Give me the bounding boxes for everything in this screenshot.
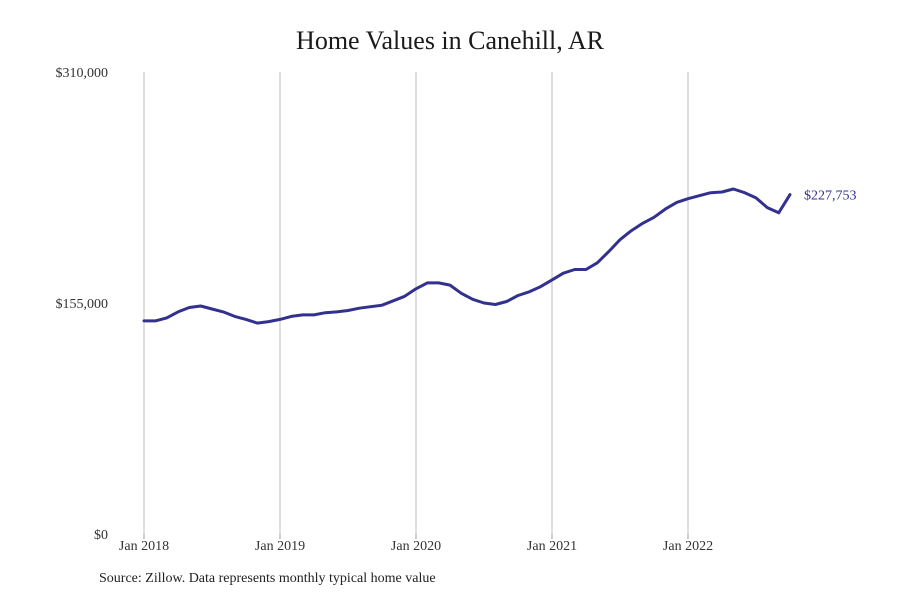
x-tick-label: Jan 2019 [255, 539, 305, 554]
chart-title: Home Values in Canehill, AR [296, 26, 604, 55]
x-tick-label: Jan 2022 [663, 539, 713, 554]
data-labels: $227,753 [804, 189, 857, 204]
series-home-value [142, 187, 792, 325]
x-tick-label: Jan 2018 [119, 539, 169, 554]
y-tick-label: $0 [94, 528, 108, 543]
x-tick-label: Jan 2021 [527, 539, 577, 554]
end-value-label: $227,753 [804, 189, 857, 204]
y-tick-label: $155,000 [56, 297, 109, 312]
y-axis: $0 $155,000 $310,000 [56, 66, 109, 543]
x-tick-label: Jan 2020 [391, 539, 441, 554]
x-axis: Jan 2018 Jan 2019 Jan 2020 Jan 2021 Jan 2022 [119, 534, 713, 554]
source-note: Source: Zillow. Data represents monthly … [99, 571, 436, 586]
y-tick-label: $310,000 [56, 66, 109, 81]
series-line [142, 187, 792, 325]
gridlines [143, 72, 689, 534]
